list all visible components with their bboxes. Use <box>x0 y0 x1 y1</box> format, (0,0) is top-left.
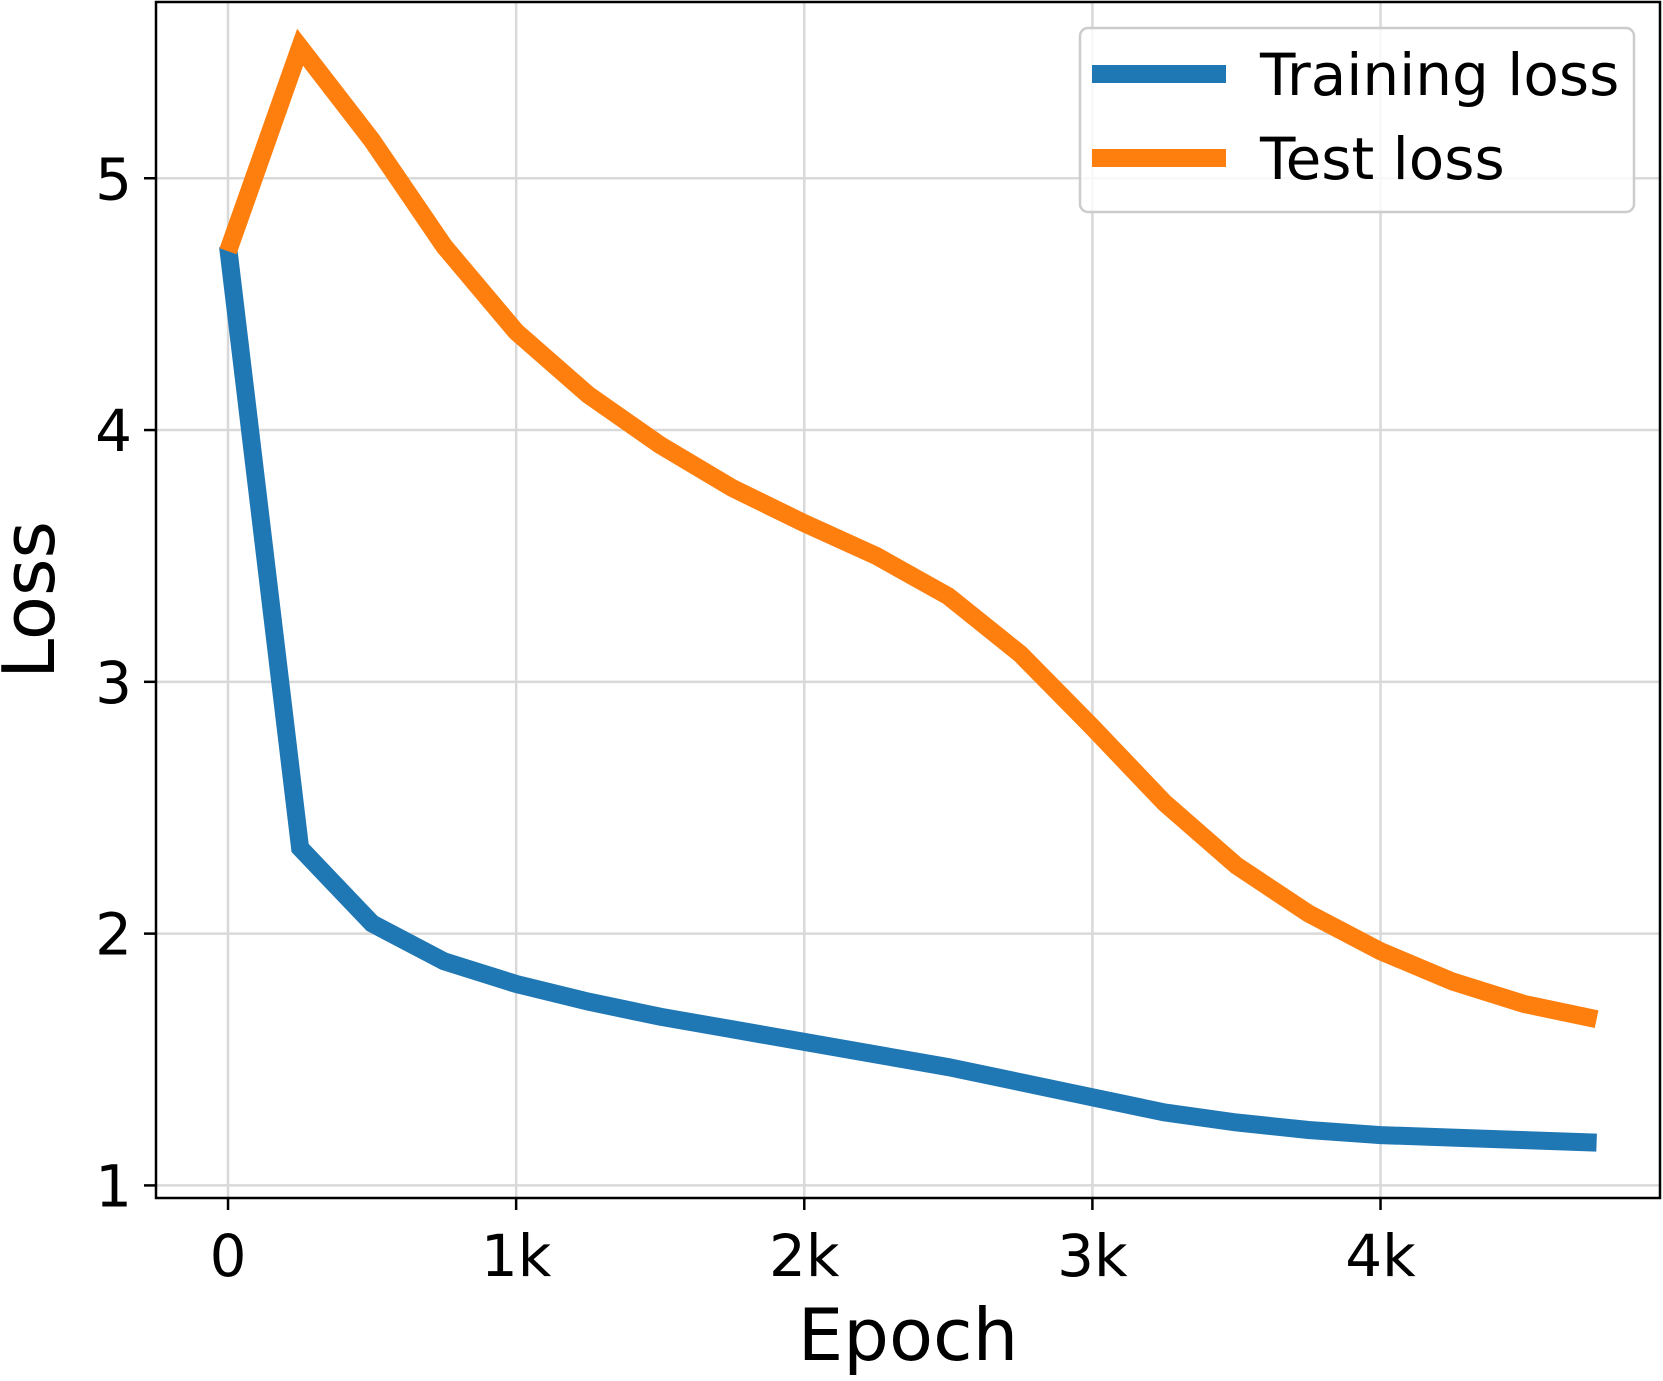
y-tick-label: 2 <box>95 901 132 969</box>
series-line-test-loss <box>219 28 1599 1029</box>
y-tick-label: 1 <box>95 1152 132 1220</box>
x-axis-label: Epoch <box>798 1293 1018 1376</box>
y-axis-label: Loss <box>0 521 71 679</box>
axis-ticks: 0 1k 2k 3k 4k 1 2 3 4 5 <box>95 145 1416 1290</box>
x-tick-label: 2k <box>769 1222 840 1290</box>
y-tick-label: 3 <box>95 649 132 717</box>
series-lines <box>219 28 1599 1152</box>
x-tick-label: 1k <box>481 1222 552 1290</box>
y-tick-label: 5 <box>95 145 132 213</box>
x-tick-label: 0 <box>210 1222 247 1290</box>
plot-frame <box>154 0 1662 1200</box>
x-tick-label: 4k <box>1345 1222 1416 1290</box>
legend-label: Training loss <box>1259 41 1619 109</box>
legend-label: Test loss <box>1259 125 1505 193</box>
series-line-training-loss <box>219 245 1597 1152</box>
x-tick-label: 3k <box>1057 1222 1128 1290</box>
legend: Training loss Test loss <box>1078 26 1636 214</box>
y-tick-label: 4 <box>95 397 132 465</box>
